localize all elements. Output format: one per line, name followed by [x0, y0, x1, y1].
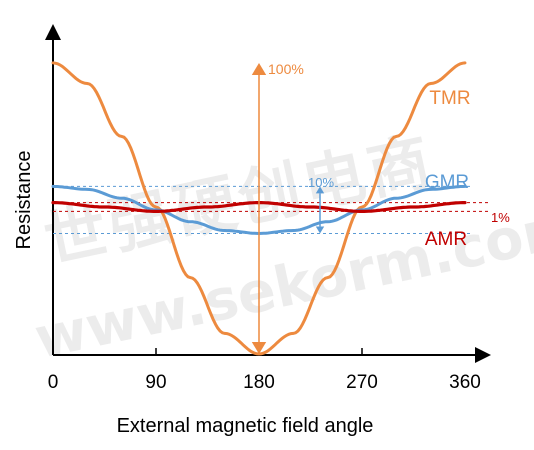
x-tick-label: 90: [145, 372, 166, 393]
tmr-range-arrow-head-top: [251, 62, 267, 75]
tmr-range-label: 100%: [268, 61, 304, 77]
amr-range-label: 1%: [491, 210, 510, 225]
gmr-range-label: 10%: [308, 175, 334, 190]
x-tick-label: 0: [48, 372, 59, 393]
x-tick-label: 270: [346, 372, 378, 393]
gmr-series-label: GMR: [425, 172, 469, 193]
tmr-range-arrow-head-bottom: [251, 342, 267, 354]
gmr-range-arrow-head-bottom: [315, 226, 325, 234]
x-tick-label: 180: [243, 372, 275, 393]
x-tick-label: 360: [449, 372, 481, 393]
tmr-series-label: TMR: [429, 88, 470, 109]
x-axis-label: External magnetic field angle: [117, 415, 374, 437]
amr-series-label: AMR: [425, 229, 467, 250]
y-axis-label: Resistance: [13, 151, 35, 250]
gmr-range-arrow-head-top: [315, 186, 325, 194]
